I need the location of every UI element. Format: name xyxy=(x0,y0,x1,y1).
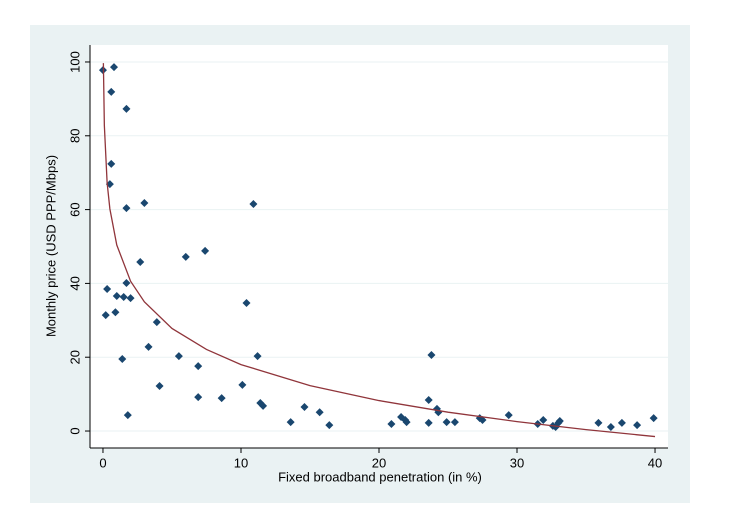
point xyxy=(259,401,268,410)
point xyxy=(286,418,295,427)
point xyxy=(118,355,127,364)
y-tick-label: 20 xyxy=(67,350,82,364)
point xyxy=(217,394,226,403)
point xyxy=(107,159,116,168)
x-tick-label: 40 xyxy=(648,455,662,470)
point xyxy=(136,258,145,266)
point xyxy=(122,104,131,113)
point xyxy=(249,200,258,209)
y-tick-label: 80 xyxy=(67,129,82,143)
y-tick-label: 40 xyxy=(67,276,82,290)
point xyxy=(606,422,615,431)
point xyxy=(122,204,131,213)
point xyxy=(181,252,190,261)
point xyxy=(539,415,548,424)
point xyxy=(101,311,110,320)
point xyxy=(253,352,262,361)
point xyxy=(110,63,119,72)
point xyxy=(140,198,149,207)
x-axis-label: Fixed broadband penetration (in %) xyxy=(278,469,482,484)
point xyxy=(103,284,112,293)
point xyxy=(107,87,116,96)
point xyxy=(315,408,324,417)
point xyxy=(111,308,120,317)
point xyxy=(478,415,487,424)
point xyxy=(555,417,564,426)
point xyxy=(504,411,513,420)
x-tick-label: 0 xyxy=(99,455,106,470)
point xyxy=(194,362,203,371)
plot-area xyxy=(90,45,668,448)
point xyxy=(126,294,135,303)
point xyxy=(112,291,121,300)
point xyxy=(242,298,251,307)
point xyxy=(300,403,309,412)
point xyxy=(402,418,411,427)
y-tick-label: 0 xyxy=(67,427,82,434)
point xyxy=(194,393,203,402)
point xyxy=(617,418,626,427)
point xyxy=(144,342,153,351)
point xyxy=(594,418,603,427)
point xyxy=(387,420,396,429)
point xyxy=(174,352,183,361)
point xyxy=(424,418,433,427)
y-tick-label: 60 xyxy=(67,202,82,216)
x-tick-label: 10 xyxy=(234,455,248,470)
point xyxy=(450,418,459,427)
x-tick-label: 30 xyxy=(510,455,524,470)
fit-line xyxy=(102,63,656,438)
point xyxy=(427,351,436,359)
x-tick-label: 20 xyxy=(372,455,386,470)
y-axis-label: Monthly price (USD PPP/Mbps) xyxy=(43,155,58,337)
point xyxy=(633,421,642,430)
point xyxy=(442,418,451,427)
point xyxy=(649,414,658,423)
point xyxy=(238,380,247,389)
point xyxy=(201,246,210,255)
point xyxy=(325,421,334,430)
point xyxy=(152,318,161,327)
y-tick-label: 100 xyxy=(67,51,82,73)
point xyxy=(119,293,128,302)
point xyxy=(122,279,131,288)
point xyxy=(424,396,433,405)
point xyxy=(123,411,132,420)
point xyxy=(155,382,164,390)
